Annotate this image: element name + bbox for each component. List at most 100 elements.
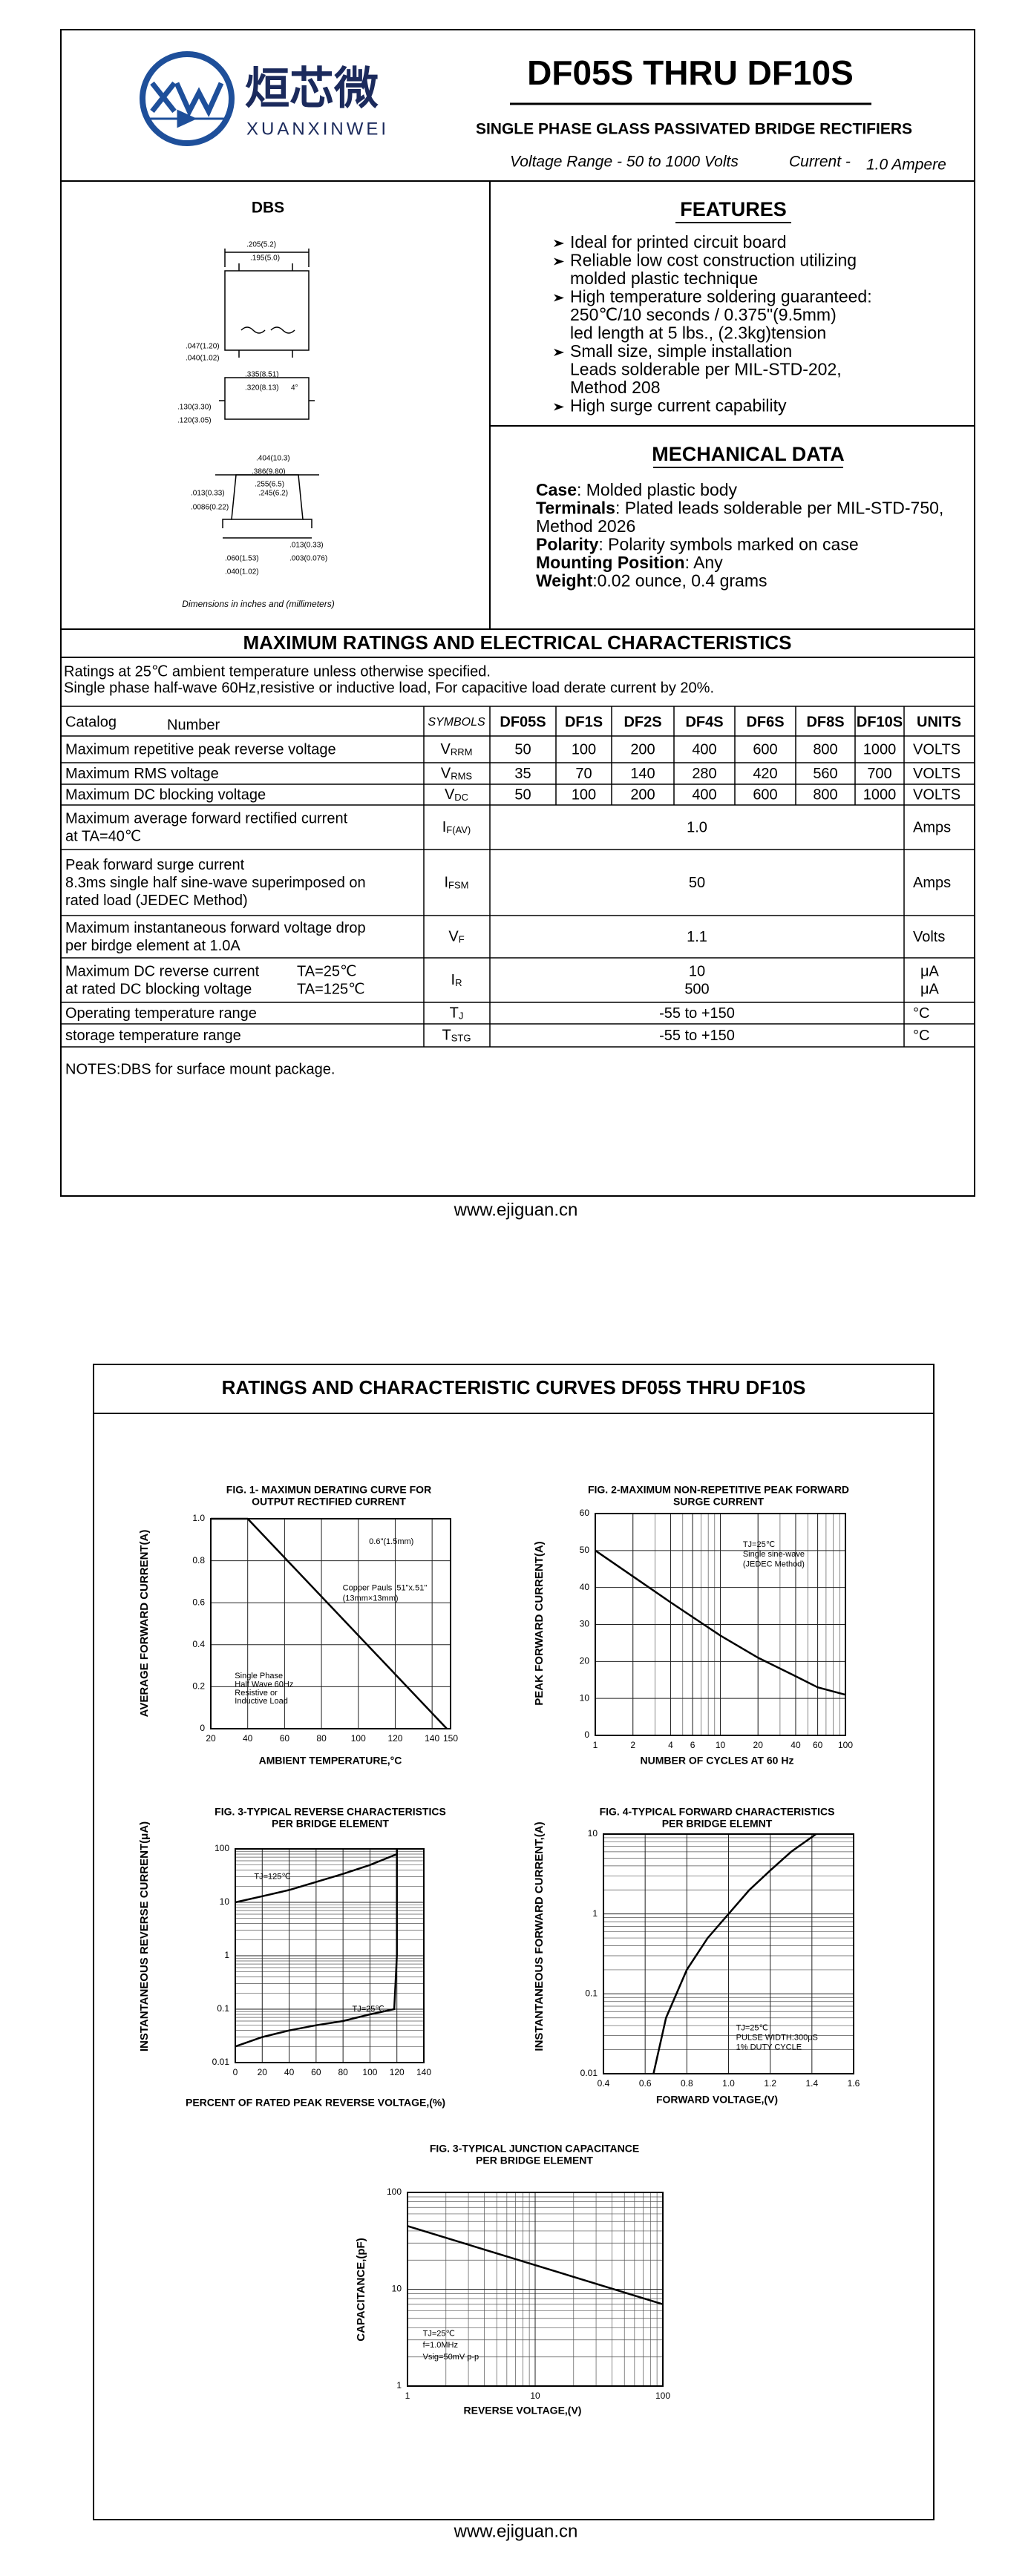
annotation: (JEDEC Method) bbox=[743, 1560, 805, 1569]
y-tick-label: 0.2 bbox=[192, 1681, 205, 1692]
dimension-label: .130(3.30) bbox=[177, 404, 212, 412]
figure-title: FIG. 4-TYPICAL FORWARD CHARACTERISTICS bbox=[600, 1806, 835, 1818]
x-tick-label: 100 bbox=[838, 1740, 853, 1750]
row-label: at TA=40℃ bbox=[65, 828, 141, 844]
package-drawing bbox=[215, 249, 319, 539]
y-tick-label: 10 bbox=[392, 2284, 402, 2294]
figure-title: OUTPUT RECTIFIED CURRENT bbox=[252, 1496, 406, 1508]
curve bbox=[235, 1849, 398, 1904]
part-header: DF05S bbox=[500, 714, 546, 730]
mechanical-text: :0.02 ounce, 0.4 grams bbox=[592, 571, 767, 591]
value: 600 bbox=[753, 786, 777, 803]
x-tick-label: 20 bbox=[258, 2067, 268, 2077]
part-header: DF6S bbox=[746, 714, 784, 730]
y-tick-label: 50 bbox=[580, 1545, 590, 1555]
dimension-label: .040(1.02) bbox=[186, 355, 220, 363]
unit: Amps bbox=[913, 875, 951, 891]
curve bbox=[211, 1517, 448, 1729]
x-tick-label: 1 bbox=[405, 2391, 410, 2401]
logo-en: XUANXINWEI bbox=[246, 119, 389, 139]
symbol: IFSM bbox=[444, 875, 468, 891]
mechanical-line: Method 2026 bbox=[536, 516, 635, 536]
footer: www.ejiguan.cn bbox=[454, 2521, 578, 2541]
value: 1000 bbox=[863, 741, 897, 758]
series-label: TJ=25℃ bbox=[352, 2005, 384, 2014]
unit: Volts bbox=[913, 929, 945, 945]
unit: μA bbox=[920, 981, 940, 997]
value: 500 bbox=[684, 981, 709, 997]
row-label: at rated DC blocking voltage bbox=[65, 981, 252, 997]
table-header: Number bbox=[167, 717, 220, 733]
table-header: UNITS bbox=[917, 714, 961, 730]
current-value: 1.0 Ampere bbox=[866, 157, 946, 174]
dimension-label: .404(10.3) bbox=[256, 455, 290, 463]
table-header: SYMBOLS bbox=[428, 716, 485, 729]
row-label: rated load (JEDEC Method) bbox=[65, 893, 248, 909]
condition: TA=125℃ bbox=[297, 981, 365, 997]
dimension-label: .255(6.5) bbox=[255, 481, 284, 489]
annotation: Single Phase bbox=[235, 1672, 283, 1680]
feature-text: molded plastic technique bbox=[570, 269, 758, 288]
symbol: TSTG bbox=[442, 1028, 471, 1044]
value: -55 to +150 bbox=[659, 1028, 735, 1044]
annotation: Vsig=50mV p-p bbox=[423, 2353, 480, 2362]
curve bbox=[235, 1849, 398, 2048]
curves-title: RATINGS AND CHARACTERISTIC CURVES DF05S … bbox=[222, 1376, 806, 1399]
y-tick-label: 10 bbox=[588, 1828, 598, 1839]
symbol-sub: J bbox=[459, 1011, 464, 1022]
symbol: VRRM bbox=[441, 741, 473, 758]
symbol-main: V bbox=[441, 741, 451, 758]
unit: °C bbox=[913, 1028, 929, 1044]
y-tick-label: 0.01 bbox=[212, 2057, 230, 2067]
series-label: TJ=125℃ bbox=[254, 1872, 290, 1881]
row-label: Maximum instantaneous forward voltage dr… bbox=[65, 920, 366, 936]
symbol-main: I bbox=[442, 819, 447, 835]
annotation: 0.6"(1.5mm) bbox=[369, 1537, 413, 1546]
plot-frame bbox=[210, 1518, 451, 1729]
feature-text: Leads solderable per MIL-STD-202, bbox=[570, 360, 842, 379]
x-tick-label: 60 bbox=[280, 1733, 290, 1744]
y-tick-label: 100 bbox=[387, 2186, 402, 2197]
row-label: Maximum DC reverse current bbox=[65, 963, 260, 979]
part-header: DF10S bbox=[857, 714, 903, 730]
dimension-label: .335(8.51) bbox=[245, 371, 279, 379]
value: 140 bbox=[630, 766, 655, 782]
part-header: DF8S bbox=[806, 714, 844, 730]
y-tick-label: 60 bbox=[580, 1508, 590, 1518]
symbol-sub: F(AV) bbox=[446, 824, 471, 835]
annotation: Resistive or bbox=[235, 1689, 278, 1698]
x-tick-label: 100 bbox=[351, 1733, 366, 1744]
annotation: TJ=25℃ bbox=[423, 2329, 455, 2338]
y-tick-label: 100 bbox=[215, 1843, 229, 1853]
mechanical-title: MECHANICAL DATA bbox=[652, 443, 844, 465]
dimension-label: .195(5.0) bbox=[250, 254, 280, 263]
mechanical-label: Polarity bbox=[536, 535, 599, 554]
dimension-label: 4° bbox=[291, 384, 298, 392]
mechanical-text: : Plated leads solderable per MIL-STD-75… bbox=[615, 499, 943, 518]
value: 800 bbox=[813, 786, 837, 803]
value: 10 bbox=[689, 963, 705, 979]
symbol-main: T bbox=[442, 1028, 451, 1044]
ratings-title: MAXIMUM RATINGS AND ELECTRICAL CHARACTER… bbox=[243, 631, 791, 654]
doc-title: DF05S THRU DF10S bbox=[527, 53, 854, 92]
y-tick-label: 10 bbox=[220, 1896, 230, 1907]
mechanical-label: Mounting Position bbox=[536, 553, 685, 572]
curve bbox=[595, 1549, 846, 1696]
page1-frame bbox=[60, 29, 975, 1197]
y-axis-label: CAPACITANCE,(pF) bbox=[355, 2238, 367, 2341]
unit: VOLTS bbox=[913, 766, 960, 782]
logo-emblem bbox=[140, 51, 235, 146]
x-tick-label: 140 bbox=[425, 1733, 439, 1744]
curve bbox=[652, 1833, 817, 2074]
x-tick-label: 100 bbox=[655, 2391, 670, 2401]
annotation: Copper Pauls .51"x.51" bbox=[343, 1583, 428, 1592]
row-label: 8.3ms single half sine-wave superimposed… bbox=[65, 875, 366, 891]
value: 70 bbox=[575, 766, 592, 782]
feature-text: 250℃/10 seconds / 0.375"(9.5mm) bbox=[570, 305, 837, 324]
figure-title: PER BRIDGE ELEMENT bbox=[476, 2155, 593, 2166]
curve bbox=[407, 2225, 664, 2305]
symbol-main: I bbox=[451, 972, 456, 988]
symbol-sub: DC bbox=[454, 792, 468, 803]
x-tick-label: 4 bbox=[668, 1740, 673, 1750]
